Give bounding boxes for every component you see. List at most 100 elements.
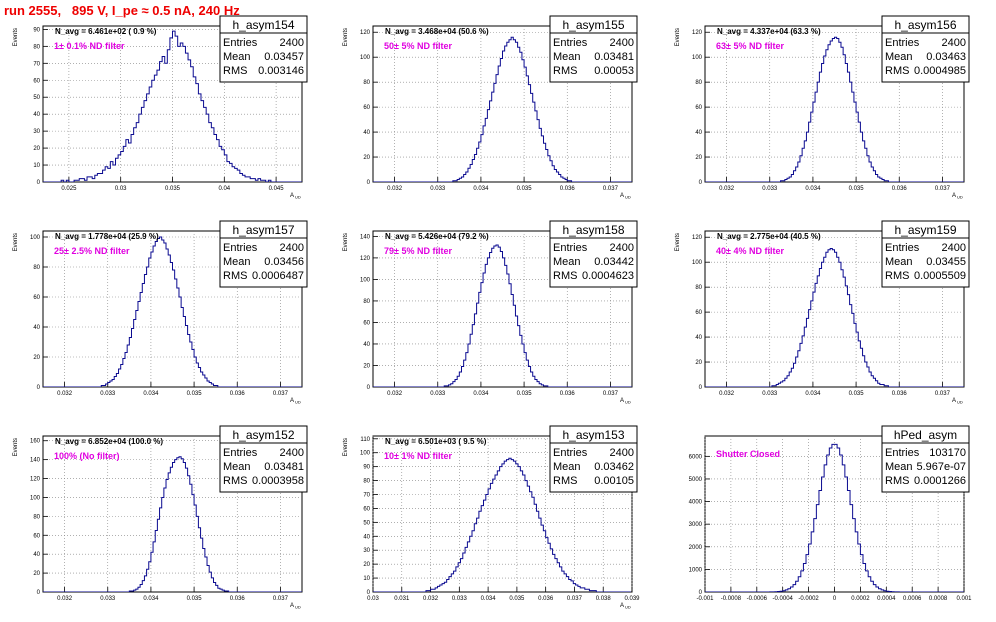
x-tick-label: 0.037 bbox=[567, 596, 583, 602]
y-tick-label: 100 bbox=[692, 55, 703, 61]
histogram-panel-h_asym152: 0.032 0.033 0.034 0.035 0.036 0.037 0 20 40 60 80 1… bbox=[13, 425, 308, 610]
x-tick-label: 0.033 bbox=[762, 391, 778, 397]
stats-label-rms: RMS bbox=[223, 65, 247, 77]
stats-box: h_asym158 Entries 2400 Mean 0.03442 RMS 0.0004… bbox=[549, 220, 638, 288]
y-tick-label: 120 bbox=[692, 235, 703, 241]
stats-value-rms: 0.0006487 bbox=[252, 270, 304, 282]
stats-value-mean: 0.03457 bbox=[264, 51, 304, 63]
filter-label: 100% (No filter) bbox=[54, 451, 120, 461]
x-axis-label: AUD bbox=[620, 193, 631, 200]
stats-label-entries: Entries bbox=[553, 447, 588, 459]
x-tick-label: 0.037 bbox=[603, 186, 619, 192]
x-tick-label: 0.032 bbox=[387, 186, 403, 192]
stats-box-title: h_asym158 bbox=[562, 223, 624, 237]
histogram-line bbox=[705, 247, 964, 387]
y-axis-label: Events bbox=[13, 233, 19, 251]
stats-label-mean: Mean bbox=[553, 256, 581, 268]
stats-value-rms: 0.0005509 bbox=[914, 270, 966, 282]
stats-label-entries: Entries bbox=[885, 37, 920, 49]
stats-box-title: h_asym155 bbox=[562, 18, 624, 32]
y-tick-label: 90 bbox=[363, 465, 370, 471]
x-tick-label: 0.034 bbox=[805, 186, 821, 192]
histogram-panel-h_asym154: 0.025 0.03 0.035 0.04 0.045 0 10 20 30 40 50 60 70 80… bbox=[13, 15, 308, 200]
stats-value-entries: 2400 bbox=[610, 447, 634, 459]
y-tick-label: 5000 bbox=[689, 477, 703, 483]
stats-box-title: h_asym157 bbox=[232, 223, 294, 237]
y-tick-label: 80 bbox=[363, 479, 370, 485]
x-tick-label: -0.0004 bbox=[773, 596, 794, 602]
y-tick-label: 100 bbox=[692, 260, 703, 266]
stats-label-rms: RMS bbox=[553, 475, 577, 487]
stats-label-rms: RMS bbox=[885, 65, 909, 77]
y-tick-label: 80 bbox=[695, 285, 702, 291]
stats-label-mean: Mean bbox=[223, 256, 251, 268]
y-tick-label: 4000 bbox=[689, 500, 703, 506]
stats-box-title: hPed_asym bbox=[894, 428, 957, 442]
y-tick-label: 80 bbox=[33, 265, 40, 271]
x-tick-label: 0.035 bbox=[517, 391, 533, 397]
y-tick-label: 120 bbox=[692, 30, 703, 36]
y-tick-label: 60 bbox=[33, 78, 40, 84]
run-title: run 2555, 895 V, I_pe ≈ 0.5 nA, 240 Hz bbox=[4, 3, 240, 18]
x-tick-label: 0.036 bbox=[560, 391, 576, 397]
x-tick-label: 0.037 bbox=[273, 596, 289, 602]
y-tick-label: 140 bbox=[360, 234, 371, 240]
y-axis-label: Events bbox=[675, 28, 681, 46]
y-tick-label: 80 bbox=[695, 80, 702, 86]
y-tick-label: 0 bbox=[699, 180, 703, 186]
x-tick-label: 0.037 bbox=[935, 391, 951, 397]
x-tick-label: 0.032 bbox=[719, 186, 735, 192]
x-tick-label: -0.0006 bbox=[747, 596, 768, 602]
x-tick-label: 0.036 bbox=[892, 186, 908, 192]
histogram-panel-hPed_asym: -0.001 -0.0008 -0.0006 -0.0004 -0.0002 0 0.000… bbox=[689, 425, 972, 602]
stats-value-mean: 0.03455 bbox=[926, 256, 966, 268]
histogram-line bbox=[43, 30, 302, 182]
stats-label-rms: RMS bbox=[885, 475, 909, 487]
stats-box-frame bbox=[881, 425, 970, 493]
navg-label: N_avg = 6.461e+02 ( 0.9 %) bbox=[55, 27, 157, 36]
x-tick-label: 0.035 bbox=[849, 186, 865, 192]
x-tick-label: 0.034 bbox=[143, 391, 159, 397]
y-tick-label: 0 bbox=[37, 385, 41, 391]
stats-value-entries: 2400 bbox=[942, 242, 966, 254]
stats-label-mean: Mean bbox=[885, 256, 913, 268]
x-tick-label: 0.035 bbox=[849, 391, 865, 397]
y-tick-label: 1000 bbox=[689, 567, 703, 573]
x-tick-label: 0.033 bbox=[452, 596, 468, 602]
x-tick-label: 0.034 bbox=[143, 596, 159, 602]
stats-label-entries: Entries bbox=[223, 242, 258, 254]
stats-value-rms: 0.00105 bbox=[594, 475, 634, 487]
x-tick-label: 0.037 bbox=[935, 186, 951, 192]
y-tick-label: 70 bbox=[33, 61, 40, 67]
y-tick-label: 60 bbox=[33, 295, 40, 301]
navg-label: N_avg = 2.775e+04 (40.5 %) bbox=[717, 232, 821, 241]
stats-value-mean: 0.03481 bbox=[264, 461, 304, 473]
x-tick-label: 0.031 bbox=[394, 596, 410, 602]
stats-box: h_asym152 Entries 2400 Mean 0.03481 RMS 0.0003… bbox=[219, 425, 308, 493]
histogram-line bbox=[705, 36, 964, 182]
y-tick-label: 60 bbox=[695, 310, 702, 316]
y-tick-label: 6000 bbox=[689, 454, 703, 460]
filter-label: 25± 2.5% ND filter bbox=[54, 246, 130, 256]
navg-label: N_avg = 4.337e+04 (63.3 %) bbox=[717, 27, 821, 36]
y-tick-label: 40 bbox=[363, 534, 370, 540]
y-tick-label: 2000 bbox=[689, 545, 703, 551]
stats-label-mean: Mean bbox=[223, 51, 251, 63]
x-tick-label: 0.035 bbox=[517, 186, 533, 192]
x-tick-label: 0.032 bbox=[57, 391, 73, 397]
y-tick-label: 20 bbox=[695, 155, 702, 161]
x-tick-label: 0.032 bbox=[719, 391, 735, 397]
plot-frame bbox=[704, 230, 965, 388]
y-tick-label: 60 bbox=[363, 105, 370, 111]
x-tick-label: 0.034 bbox=[481, 596, 497, 602]
filter-label: 40± 4% ND filter bbox=[716, 246, 784, 256]
stats-label-mean: Mean bbox=[885, 461, 913, 473]
histogram-line bbox=[373, 457, 631, 592]
y-axis-label: Events bbox=[343, 438, 349, 456]
y-tick-label: 20 bbox=[33, 571, 40, 577]
filter-label: 1± 0.1% ND filter bbox=[54, 41, 125, 51]
stats-value-entries: 103170 bbox=[929, 447, 966, 459]
y-tick-label: 140 bbox=[30, 458, 41, 464]
x-axis-label: AUD bbox=[952, 398, 963, 405]
